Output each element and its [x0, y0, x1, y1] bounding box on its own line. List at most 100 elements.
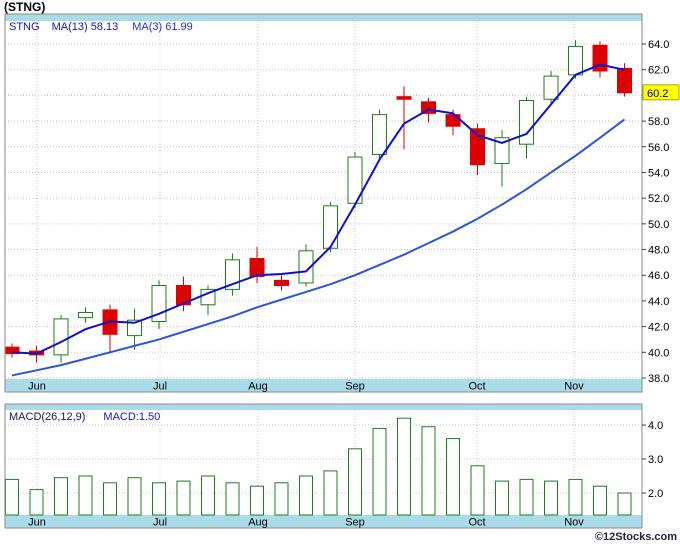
month-label: Nov — [564, 381, 584, 393]
candlestick — [176, 276, 191, 312]
month-label: Jun — [28, 517, 46, 529]
candle-body — [396, 96, 412, 100]
macd-bar — [617, 492, 632, 516]
price-tick-label: 52.0 — [648, 193, 669, 205]
candlestick — [617, 63, 632, 97]
candlestick — [274, 275, 289, 291]
month-label: Oct — [468, 381, 485, 393]
candlestick — [127, 308, 142, 350]
macd-tick-label: 2.0 — [648, 488, 663, 500]
macd-bar — [421, 426, 436, 516]
candle-body — [568, 46, 583, 76]
macd-bar — [176, 480, 191, 516]
candlestick — [249, 246, 265, 283]
month-label: Nov — [564, 517, 584, 529]
ma3-value: 61.99 — [165, 21, 193, 33]
last-price-badge: 60.2 — [642, 84, 680, 101]
macd-bar — [152, 482, 166, 516]
macd-bar — [29, 489, 44, 516]
macd-bar — [348, 448, 362, 516]
macd-bar — [593, 485, 607, 516]
price-tick-label: 48.0 — [648, 245, 669, 257]
ma13-label: MA(13) — [51, 21, 88, 33]
macd-bar — [323, 470, 338, 516]
candle-body — [249, 258, 265, 278]
main-legend: STNG MA(13) 58.13 MA(3) 61.99 — [9, 21, 193, 33]
candle-body — [127, 319, 142, 337]
macd-month-band — [5, 515, 642, 528]
month-label: Sep — [345, 517, 365, 529]
candlestick — [396, 86, 412, 150]
price-tick-label: 44.0 — [648, 296, 669, 308]
macd-value-label: MACD:1.50 — [103, 411, 161, 423]
candle-body — [323, 205, 338, 249]
candle-body — [78, 311, 93, 319]
macd-tick-label: 3.0 — [648, 454, 663, 466]
candle-body — [470, 128, 485, 166]
candlestick — [347, 151, 363, 209]
candle-body — [176, 285, 191, 306]
candlestick — [323, 202, 338, 253]
ma13-line — [11, 118, 626, 377]
candle-body — [543, 75, 559, 100]
symbol-label: STNG — [9, 21, 40, 33]
macd-bar — [544, 480, 558, 516]
macd-bar — [568, 478, 583, 516]
candlestick — [470, 123, 485, 176]
price-tick-label: 40.0 — [648, 347, 669, 359]
candle-body — [421, 101, 436, 114]
ma3-legend: MA(3) 61.99 — [132, 21, 193, 33]
month-label: Aug — [248, 381, 268, 393]
candle-body — [274, 279, 289, 287]
price-tick-label: 58.0 — [648, 116, 669, 128]
macd-bar — [201, 475, 215, 516]
candle-body — [372, 114, 387, 155]
macd-bar — [446, 438, 460, 516]
last-price-badge-bg — [642, 84, 680, 101]
price-tick-label: 42.0 — [648, 322, 669, 334]
price-tick-label: 50.0 — [648, 219, 669, 231]
candlestick — [372, 109, 387, 160]
macd-bar — [127, 477, 142, 516]
ma3-label: MA(3) — [132, 21, 163, 33]
month-label: Oct — [468, 517, 485, 529]
ma13-legend: MA(13) 58.13 — [52, 21, 119, 33]
top-band — [5, 14, 642, 21]
month-label: Jul — [153, 381, 167, 393]
macd-bar — [397, 417, 411, 516]
candlestick — [78, 307, 93, 323]
price-tick-label: 54.0 — [648, 167, 669, 179]
macd-tick-label: 4.0 — [648, 420, 663, 432]
ma3-line — [11, 63, 625, 355]
price-panel-border — [4, 13, 643, 393]
month-label: Jul — [153, 517, 167, 529]
candle-body — [617, 67, 632, 94]
price-tick-label: 64.0 — [648, 39, 669, 51]
month-label: Aug — [248, 517, 268, 529]
month-label: Jun — [28, 381, 46, 393]
price-tick-label: 46.0 — [648, 270, 669, 282]
candlestick — [519, 96, 534, 159]
candle-body — [519, 100, 534, 145]
macd-bar — [372, 427, 387, 516]
page-title: (STNG) — [4, 0, 46, 14]
price-tick-label: 62.0 — [648, 65, 669, 77]
candlestick — [543, 70, 559, 105]
candlestick — [298, 244, 314, 287]
candlestick — [200, 285, 216, 316]
candlestick — [151, 280, 167, 330]
macd-bar — [274, 482, 289, 516]
macd-legend: MACD(26,12,9) MACD:1.50 — [9, 411, 160, 423]
macd-params-label: MACD(26,12,9) — [9, 411, 86, 423]
candle-body — [494, 137, 510, 164]
ma13-value: 58.13 — [90, 21, 119, 33]
price-tick-label: 56.0 — [648, 142, 669, 154]
macd-bar — [78, 475, 93, 516]
price-panel: 64.062.060.058.056.054.052.050.048.046.0… — [4, 13, 680, 393]
candlestick — [225, 253, 240, 296]
candle-body — [445, 114, 461, 127]
copyright-label: ©12Stocks.com — [594, 531, 677, 543]
macd-panel: 4.0 3.0 2.0 Jun Jul Aug Sep Oct Nov — [4, 403, 663, 529]
candle-body — [298, 250, 314, 284]
macd-panel-border — [4, 403, 643, 529]
